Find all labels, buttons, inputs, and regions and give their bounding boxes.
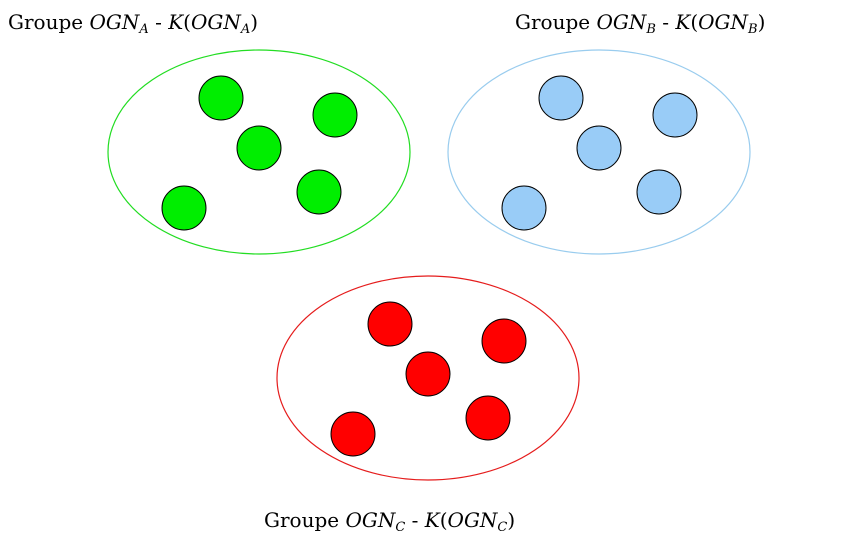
group-a-subscript2: A	[240, 22, 251, 37]
group-a-element-dot	[312, 92, 358, 138]
group-a-k: K	[168, 10, 184, 34]
group-c-close-paren: )	[507, 508, 516, 532]
group-b-name: OGN	[596, 10, 647, 34]
group-c-open-paren: (	[439, 508, 448, 532]
group-a-close-paren: )	[250, 10, 259, 34]
group-b-ellipse	[447, 49, 751, 255]
group-c-element-dot	[405, 351, 451, 397]
group-c-name2: OGN	[447, 508, 498, 532]
group-a-element-dot	[161, 185, 207, 231]
group-b-open-paren: (	[690, 10, 699, 34]
group-c-element-dot	[367, 301, 413, 347]
group-b-prefix: Groupe	[515, 10, 597, 34]
group-a-prefix: Groupe	[8, 10, 90, 34]
group-a-element-dot	[198, 75, 244, 121]
group-b-element-dot	[576, 125, 622, 171]
group-a-element-dot	[296, 169, 342, 215]
group-b-element-dot	[636, 169, 682, 215]
group-b-subscript2: B	[748, 22, 758, 37]
group-c-prefix: Groupe	[264, 508, 346, 532]
group-b-name2: OGN	[698, 10, 749, 34]
group-c-separator: -	[405, 508, 425, 532]
group-a-element-dot	[236, 125, 282, 171]
group-a-label: Groupe OGNA - K(OGNA)	[8, 10, 259, 36]
group-b-label: Groupe OGNB - K(OGNB)	[515, 10, 766, 36]
group-c-ellipse	[276, 275, 580, 481]
group-a-name: OGN	[89, 10, 140, 34]
group-b-element-dot	[538, 75, 584, 121]
group-b-subscript: B	[646, 22, 656, 37]
group-c-subscript: C	[395, 520, 406, 535]
group-a-open-paren: (	[183, 10, 191, 34]
group-a-separator: -	[148, 10, 169, 34]
group-b-separator: -	[655, 10, 676, 34]
group-a-ellipse	[107, 49, 411, 255]
group-b-element-dot	[501, 185, 547, 231]
group-c-k: K	[424, 508, 440, 532]
group-c-element-dot	[465, 395, 511, 441]
group-b-element-dot	[652, 92, 698, 138]
group-a-subscript: A	[139, 22, 149, 37]
group-b-close-paren: )	[757, 10, 766, 34]
group-b-k: K	[675, 10, 691, 34]
group-c-label: Groupe OGNC - K(OGNC)	[264, 508, 516, 534]
group-c-subscript2: C	[497, 520, 508, 535]
group-c-element-dot	[330, 411, 376, 457]
group-a-name2: OGN	[190, 10, 241, 34]
group-c-element-dot	[481, 318, 527, 364]
group-c-name: OGN	[345, 508, 396, 532]
